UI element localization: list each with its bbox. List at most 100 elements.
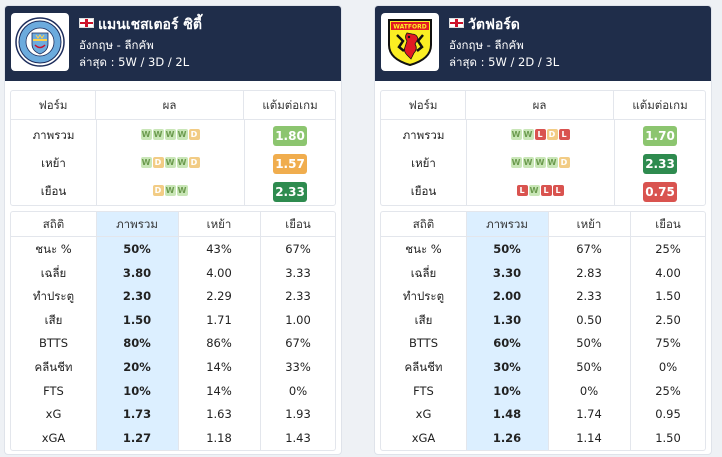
stats-label: ทำประตู	[402, 289, 445, 304]
team-panel-watford: WATFORD วัตฟอร์ด อังกฤษ - ลีกคัพ ล่าสุด …	[374, 5, 712, 455]
stats-home-value: 1.14	[576, 430, 602, 445]
england-flag-icon	[449, 18, 464, 28]
form-result-pill: W	[510, 129, 522, 140]
stats-row-clean-sheet: คลีนชีท 20% 14% 33%	[11, 356, 335, 380]
stats-overall-value: 30%	[493, 360, 521, 374]
stats-table: สถิติ ภาพรวม เหย้า เยือน ชนะ % 50% 67% 25% เ…	[380, 211, 706, 451]
overall-column-highlight	[466, 212, 548, 450]
stats-header-stat: สถิติ	[42, 217, 65, 231]
stats-away-value: 33%	[285, 360, 311, 374]
form-result-pill: D	[558, 157, 570, 168]
stats-overall-value: 80%	[123, 336, 151, 351]
form-result-pill: D	[546, 129, 558, 140]
form-result-pill: W	[140, 129, 152, 140]
stats-home-value: 1.63	[206, 407, 232, 422]
stats-row-goals-against: เสีย 1.50 1.71 1.00	[11, 309, 335, 333]
stats-home-value: 1.18	[206, 430, 232, 445]
stats-away-value: 3.33	[285, 265, 311, 280]
stats-away-value: 4.00	[655, 265, 681, 280]
team-logo[interactable]: WATFORD	[381, 13, 439, 71]
manchester-city-crest-icon	[15, 17, 65, 67]
form-result-pill: L	[552, 185, 564, 196]
stats-header-overall: ภาพรวม	[116, 217, 158, 231]
team-competition: อังกฤษ - ลีกคัพ	[449, 38, 524, 52]
team-name[interactable]: แมนเชสเตอร์ ซิตี้	[98, 17, 202, 33]
stats-row-goals-for: ทำประตู 2.00 2.33 1.50	[381, 285, 705, 309]
form-result-pill: W	[510, 157, 522, 168]
form-row-label: ภาพรวม	[32, 128, 75, 142]
team-name[interactable]: วัตฟอร์ด	[468, 17, 520, 33]
form-result-pill: L	[540, 185, 552, 196]
form-row-label: เยือน	[410, 184, 437, 198]
form-row-label: ภาพรวม	[402, 128, 445, 142]
stats-overall-value: 50%	[123, 242, 151, 256]
stats-label: BTTS	[408, 336, 439, 351]
stats-table: สถิติ ภาพรวม เหย้า เยือน ชนะ % 50% 43% 67% เ…	[10, 211, 336, 451]
team-header: WATFORD วัตฟอร์ด อังกฤษ - ลีกคัพ ล่าสุด …	[375, 6, 711, 81]
stats-away-value: 67%	[285, 336, 311, 351]
stats-header-overall: ภาพรวม	[486, 217, 528, 231]
form-result-pill: D	[152, 157, 164, 168]
stats-row-fts: FTS 10% 0% 25%	[381, 380, 705, 404]
stats-overall-value: 1.48	[492, 407, 522, 422]
form-header-form: ฟอร์ม	[11, 91, 96, 119]
stats-row-average: เฉลี่ย 3.80 4.00 3.33	[11, 262, 335, 286]
stats-overall-value: 1.50	[122, 312, 152, 327]
stats-overall-value: 10%	[493, 383, 521, 398]
england-flag-icon	[79, 18, 94, 28]
form-result-pill: D	[152, 185, 164, 196]
form-result-pill: D	[188, 157, 200, 168]
stats-away-value: 0%	[658, 360, 678, 374]
form-row-label: เยือน	[40, 184, 67, 198]
form-header-form: ฟอร์ม	[381, 91, 466, 119]
stats-row-goals-for: ทำประตู 2.30 2.29 2.33	[11, 285, 335, 309]
stats-home-value: 50%	[576, 336, 602, 351]
stats-home-value: 43%	[206, 242, 232, 256]
form-header-ppg: แต้มต่อเกม	[632, 98, 688, 112]
form-header-results: ผล	[96, 91, 244, 119]
ppg-badge: 1.80	[273, 126, 307, 146]
form-header-ppg: แต้มต่อเกม	[262, 98, 318, 112]
stats-label: xG	[45, 407, 62, 422]
form-result-pill: W	[164, 157, 176, 168]
stats-away-value: 1.50	[655, 289, 681, 304]
stats-header-away: เยือน	[655, 217, 681, 231]
form-result-pill: W	[546, 157, 558, 168]
stats-row-fts: FTS 10% 14% 0%	[11, 380, 335, 404]
stats-home-value: 2.33	[576, 289, 602, 304]
watford-logo-text: WATFORD	[393, 24, 426, 31]
stats-home-value: 1.74	[576, 407, 602, 422]
stats-overall-value: 1.26	[492, 430, 522, 445]
form-result-pill: W	[522, 157, 534, 168]
stats-label: ชนะ %	[35, 242, 72, 256]
form-row-label: เหย้า	[411, 156, 436, 170]
form-table-header: ฟอร์ม ผล แต้มต่อเกม	[11, 91, 335, 120]
stats-label: BTTS	[38, 336, 69, 351]
form-result-pill: W	[528, 185, 540, 196]
team-name-row: วัตฟอร์ด	[449, 16, 520, 34]
stats-home-value: 50%	[576, 360, 602, 374]
stats-label: FTS	[413, 383, 434, 398]
stats-away-value: 25%	[655, 242, 681, 256]
stats-away-value: 0%	[288, 383, 308, 398]
stats-row-xg: xG 1.73 1.63 1.93	[11, 403, 335, 427]
form-result-pill: W	[176, 157, 188, 168]
stats-label: xGA	[411, 430, 436, 445]
stats-label: ชนะ %	[405, 242, 442, 256]
stats-row-btts: BTTS 60% 50% 75%	[381, 332, 705, 356]
ppg-badge: 2.33	[643, 154, 677, 174]
stats-overall-value: 1.30	[492, 312, 522, 327]
team-panel-manchester-city: แมนเชสเตอร์ ซิตี้ อังกฤษ - ลีกคัพ ล่าสุด…	[4, 5, 342, 455]
stats-overall-value: 60%	[493, 336, 521, 351]
stats-header-home: เหย้า	[576, 217, 602, 231]
team-logo[interactable]	[11, 13, 69, 71]
ppg-badge: 1.57	[273, 154, 307, 174]
team-name-row: แมนเชสเตอร์ ซิตี้	[79, 16, 202, 34]
